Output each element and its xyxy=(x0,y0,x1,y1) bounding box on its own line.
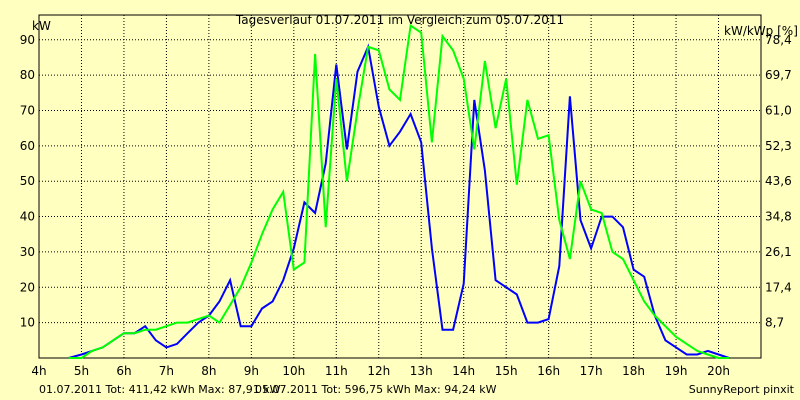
y-tick-label-right: 17,4 xyxy=(765,280,792,294)
y-tick-label-right: 34,8 xyxy=(765,210,792,224)
legend-series-1: 01.07.2011 Tot: 411,42 kWh Max: 87,91 kW xyxy=(39,383,281,396)
y-tick-label-right: 8,7 xyxy=(765,316,784,330)
x-tick-label: 12h xyxy=(367,364,390,378)
x-tick-label: 4h xyxy=(31,364,46,378)
series-line-2 xyxy=(68,23,730,359)
series-group xyxy=(68,23,730,359)
legend-series-2: 05.07.2011 Tot: 596,75 kWh Max: 94,24 kW xyxy=(255,383,497,396)
x-tick-label: 5h xyxy=(74,364,89,378)
x-tick-label: 7h xyxy=(159,364,174,378)
y-tick-label-left: 20 xyxy=(20,280,35,294)
y-tick-label-right: 26,1 xyxy=(765,245,792,259)
x-tick-label: 6h xyxy=(116,364,131,378)
y-axis-left-label: kW xyxy=(32,19,51,33)
x-tick-label: 11h xyxy=(325,364,348,378)
y-tick-label-left: 50 xyxy=(20,174,35,188)
x-tick-label: 9h xyxy=(244,364,259,378)
grid xyxy=(39,15,761,358)
plot-area xyxy=(38,14,762,359)
series-line-1 xyxy=(68,43,730,359)
y-tick-label-left: 90 xyxy=(20,33,35,47)
y-tick-label-right: 69,7 xyxy=(765,68,792,82)
y-tick-label-right: 78,4 xyxy=(765,33,792,47)
y-tick-label-right: 43,6 xyxy=(765,174,792,188)
x-tick-label: 16h xyxy=(537,364,560,378)
x-tick-label: 17h xyxy=(580,364,603,378)
y-tick-label-left: 40 xyxy=(20,210,35,224)
x-tick-label: 8h xyxy=(201,364,216,378)
x-tick-label: 20h xyxy=(707,364,730,378)
y-tick-label-left: 10 xyxy=(20,316,35,330)
y-tick-label-right: 52,3 xyxy=(765,139,792,153)
x-tick-label: 13h xyxy=(410,364,433,378)
y-tick-label-left: 70 xyxy=(20,103,35,117)
y-tick-label-left: 80 xyxy=(20,68,35,82)
axes: 10 8,7 20 17,4 30 26,1 40 34,8 50 43,6 60 52,3 70 61,… xyxy=(20,33,792,378)
footer-credit: SunnyReport pinxit xyxy=(689,383,795,396)
y-tick-label-right: 61,0 xyxy=(765,103,792,117)
x-tick-label: 14h xyxy=(452,364,475,378)
y-axis-right-label: kW/kWp [%] xyxy=(724,24,798,38)
chart-title: Tagesverlauf 01.07.2011 im Vergleich zum… xyxy=(235,13,564,27)
x-tick-label: 19h xyxy=(665,364,688,378)
x-tick-label: 18h xyxy=(622,364,645,378)
y-tick-label-left: 30 xyxy=(20,245,35,259)
x-tick-label: 10h xyxy=(282,364,305,378)
y-tick-label-left: 60 xyxy=(20,139,35,153)
x-tick-label: 15h xyxy=(495,364,518,378)
